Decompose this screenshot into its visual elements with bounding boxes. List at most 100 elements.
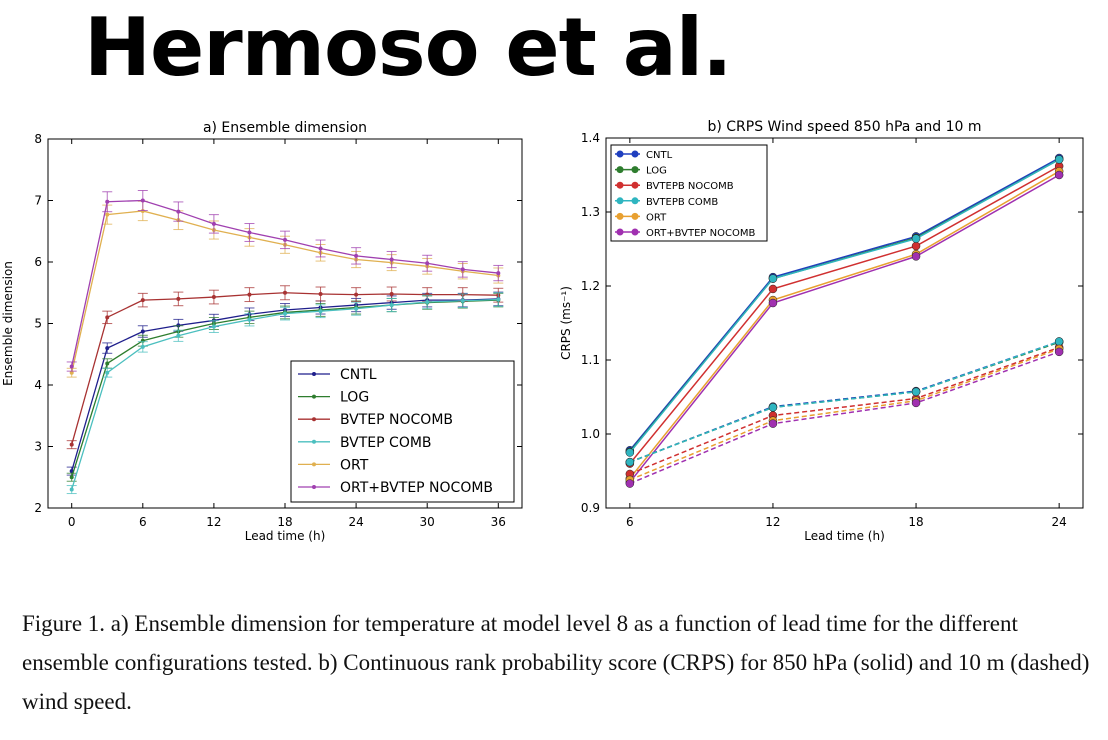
data-point [247, 292, 252, 297]
series-line [629, 170, 1060, 479]
data-point [768, 274, 778, 283]
legend-label: BVTEP NOCOMB [340, 412, 453, 428]
data-point [1054, 347, 1064, 357]
data-point [318, 246, 323, 251]
y-tick-label: 1.2 [581, 279, 600, 293]
legend-marker [631, 228, 639, 236]
series-bvtepb-comb-10m [625, 337, 1064, 467]
data-point [105, 212, 110, 217]
legend-marker [631, 166, 639, 174]
data-point [105, 370, 110, 375]
legend: CNTL LOG BVTEPB NOCOMB BVTEPB COMB ORT ORT+BV… [610, 144, 768, 242]
y-tick-label: 1.0 [581, 427, 600, 441]
data-point [389, 291, 394, 296]
data-point [911, 387, 921, 397]
legend-label: CNTL [646, 150, 673, 161]
x-tick-label: 6 [626, 515, 634, 529]
data-point [140, 344, 145, 349]
data-point [625, 448, 635, 457]
series-line [629, 340, 1060, 463]
data-point [140, 298, 145, 303]
data-point [283, 311, 287, 316]
legend-marker [616, 228, 624, 236]
y-tick-label: 7 [34, 194, 42, 208]
legend-marker [616, 181, 624, 189]
legend-marker [312, 394, 316, 399]
data-point [69, 487, 74, 492]
data-point [247, 230, 252, 235]
data-point [176, 296, 181, 301]
data-point [425, 299, 430, 304]
data-point [176, 209, 181, 214]
data-point [1054, 337, 1064, 346]
y-tick-label: 8 [34, 132, 42, 146]
data-point [1054, 170, 1064, 180]
legend-marker [312, 462, 316, 467]
data-point [176, 333, 181, 338]
y-tick-label: 4 [34, 378, 42, 392]
data-point [911, 398, 921, 408]
data-point [625, 457, 635, 467]
data-point [69, 370, 74, 375]
data-point [496, 297, 501, 302]
data-point [768, 419, 778, 428]
legend-label: BVTEPB NOCOMB [646, 181, 734, 192]
legend: CNTL LOG BVTEP NOCOMB BVTEP COMB ORT ORT+BVTE… [290, 360, 515, 503]
legend-marker [631, 212, 639, 220]
y-tick-label: 5 [34, 317, 42, 331]
data-point [318, 291, 323, 296]
data-point [354, 306, 359, 311]
data-point [69, 475, 74, 480]
data-point [354, 253, 359, 258]
y-axis-label: Ensemble dimension [1, 261, 15, 386]
series-line [629, 351, 1060, 485]
data-point [283, 237, 287, 242]
data-point [389, 303, 394, 308]
series-line [629, 348, 1060, 481]
legend-marker [631, 197, 639, 205]
data-point [140, 329, 145, 334]
series-line [629, 174, 1060, 483]
data-point [625, 479, 635, 488]
data-point [768, 403, 778, 412]
data-point [283, 290, 287, 295]
legend-label: BVTEPB COMB [646, 197, 718, 208]
y-tick-label: 3 [34, 440, 42, 454]
series-line [629, 158, 1060, 453]
y-tick-label: 6 [34, 255, 42, 269]
data-point [69, 442, 74, 447]
chart-title: a) Ensemble dimension [203, 120, 367, 136]
data-point [211, 221, 216, 226]
legend-label: ORT [646, 212, 667, 223]
x-tick-label: 18 [908, 515, 923, 529]
data-point [105, 315, 110, 320]
legend-label: LOG [646, 166, 667, 177]
slide-title: Hermoso et al. [84, 1, 733, 94]
legend-marker [312, 417, 316, 422]
x-tick-label: 24 [1052, 515, 1067, 529]
legend-marker [616, 150, 624, 158]
legend-marker [312, 372, 316, 376]
x-axis-label: Lead time (h) [245, 529, 326, 543]
x-tick-label: 36 [491, 515, 506, 529]
data-point [425, 261, 430, 266]
legend-label: LOG [340, 390, 369, 406]
data-point [247, 317, 252, 322]
figure-caption: Figure 1. a) Ensemble dimension for temp… [22, 611, 1090, 714]
legend-box [610, 144, 768, 242]
x-tick-label: 0 [68, 515, 76, 529]
legend-label: ORT+BVTEP NOCOMB [340, 480, 493, 496]
x-tick-label: 30 [420, 515, 435, 529]
chart-title: b) CRPS Wind speed 850 hPa and 10 m [707, 119, 981, 135]
series-ort-bvtep-nocomb [66, 190, 504, 372]
legend-marker [631, 181, 639, 189]
y-tick-label: 0.9 [581, 501, 600, 515]
x-tick-label: 24 [348, 515, 363, 529]
data-point [211, 295, 216, 300]
data-point [105, 346, 110, 351]
legend-label: ORT [340, 457, 369, 473]
data-point [354, 292, 359, 297]
y-tick-label: 1.4 [581, 131, 600, 145]
data-point [140, 198, 145, 203]
data-point [105, 199, 110, 204]
